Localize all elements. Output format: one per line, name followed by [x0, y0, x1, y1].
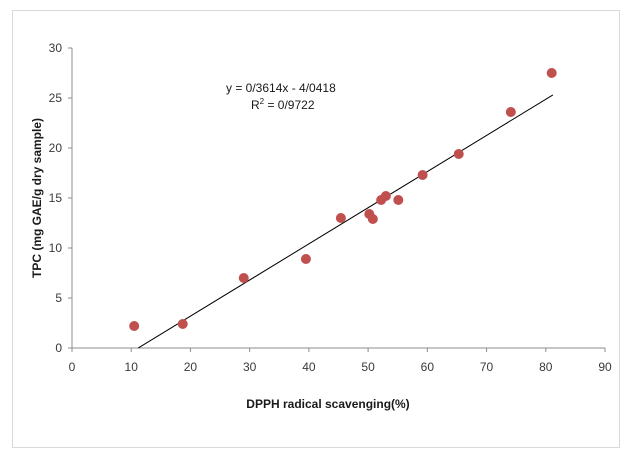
y-tick-label: 10: [49, 241, 63, 255]
x-axis-title: DPPH radical scavenging(%): [246, 397, 409, 411]
data-point: [453, 149, 464, 159]
r-squared-prefix: R: [251, 98, 260, 112]
data-point: [177, 319, 188, 329]
data-point: [380, 191, 391, 201]
x-tick-label: 20: [184, 360, 198, 374]
y-tick-label: 5: [55, 291, 62, 305]
axes: [68, 47, 606, 352]
chart-frame: [12, 10, 620, 448]
trendline-group: [138, 94, 554, 349]
data-point: [129, 321, 140, 331]
data-point: [393, 195, 404, 205]
x-tick-label: 30: [243, 360, 257, 374]
data-point: [238, 273, 249, 283]
y-tick-label: 25: [49, 91, 63, 105]
x-tick-label: 0: [69, 360, 76, 374]
r-squared-superscript: 2: [260, 97, 265, 106]
y-tick-label: 0: [55, 341, 62, 355]
r-squared-label: R2 = 0/9722: [251, 97, 315, 112]
y-tick-label: 20: [49, 141, 63, 155]
data-point: [546, 68, 557, 78]
x-tick-label: 50: [361, 360, 375, 374]
data-points: [129, 68, 557, 331]
y-axis-title: TPC (mg GAE/g dry sample): [30, 118, 44, 278]
x-tick-label: 70: [480, 360, 494, 374]
x-tick-label: 60: [421, 360, 435, 374]
x-tick-label: 90: [598, 360, 612, 374]
data-point: [505, 107, 516, 117]
tick-labels: 0 5 10 15 20 25 30 0 10 20 30 40 50 60 70 80 90: [49, 41, 612, 374]
x-tick-label: 40: [302, 360, 316, 374]
x-tick-label: 10: [125, 360, 139, 374]
data-point: [367, 214, 378, 224]
data-point: [417, 170, 428, 180]
y-tick-label: 15: [49, 191, 63, 205]
linear-trendline: [138, 94, 554, 349]
y-tick-label: 30: [49, 41, 63, 55]
data-point: [335, 213, 346, 223]
regression-equation: y = 0/3614x - 4/0418: [226, 81, 336, 95]
chart-text: y = 0/3614x - 4/0418 R2 = 0/9722 DPPH ra…: [30, 81, 410, 411]
data-point: [300, 254, 311, 264]
x-tick-label: 80: [539, 360, 553, 374]
r-squared-value: = 0/9722: [264, 98, 315, 112]
